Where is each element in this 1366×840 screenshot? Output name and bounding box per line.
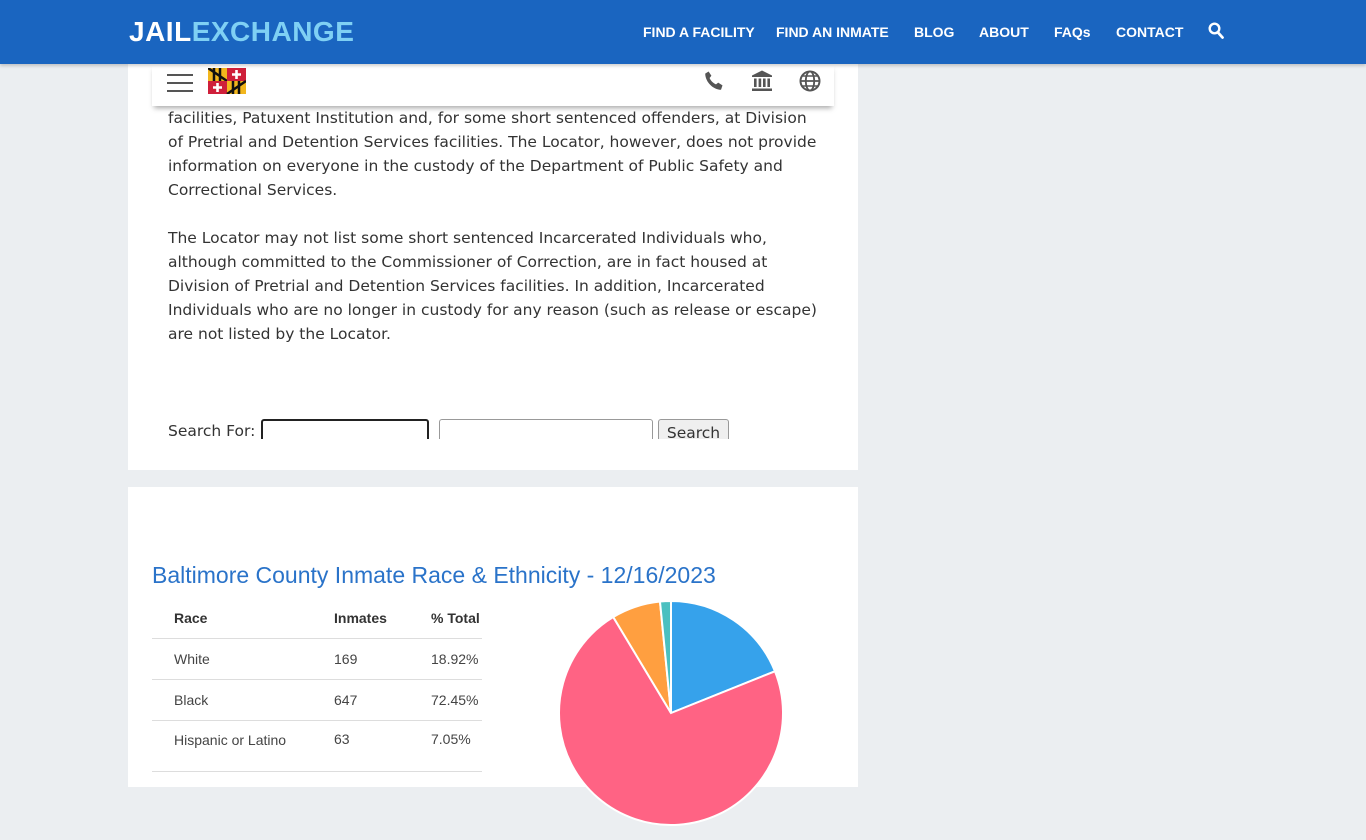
column-inmates: Inmates bbox=[312, 598, 409, 639]
nav-about[interactable]: ABOUT bbox=[979, 24, 1029, 40]
inmates-cell: 169 bbox=[312, 638, 409, 680]
table-row: White 169 18.92% bbox=[152, 638, 482, 680]
race-cell: White bbox=[152, 638, 312, 680]
pie-slice-other[interactable] bbox=[658, 599, 672, 714]
nav-find-inmate[interactable]: FIND AN INMATE bbox=[776, 24, 889, 40]
race-cell: Hispanic or Latino bbox=[152, 720, 312, 772]
percent-cell: 7.05% bbox=[409, 720, 482, 772]
locator-info-card bbox=[128, 64, 858, 470]
menu-icon[interactable] bbox=[167, 74, 193, 92]
race-cell: Black bbox=[152, 679, 312, 721]
pie-slice-white[interactable] bbox=[670, 599, 777, 715]
column-percent: % Total bbox=[409, 598, 482, 639]
state-subbar bbox=[152, 64, 834, 106]
inmates-cell: 647 bbox=[312, 679, 409, 721]
locator-description-1: facilities, Patuxent Institution and, fo… bbox=[168, 109, 817, 199]
percent-cell: 18.92% bbox=[409, 638, 482, 680]
nav-contact[interactable]: CONTACT bbox=[1116, 24, 1184, 40]
percent-cell: 72.45% bbox=[409, 679, 482, 721]
race-stats-title: Baltimore County Inmate Race & Ethnicity… bbox=[152, 562, 716, 588]
table-row: Hispanic or Latino 63 7.05% bbox=[152, 720, 482, 772]
courthouse-icon[interactable] bbox=[750, 69, 774, 93]
logo-jail: JAIL bbox=[129, 16, 192, 47]
logo-exchange: EXCHANGE bbox=[191, 16, 355, 47]
race-pie-chart bbox=[558, 599, 784, 826]
locator-description-2: The Locator may not list some short sent… bbox=[168, 229, 817, 343]
nav-find-facility[interactable]: FIND A FACILITY bbox=[643, 24, 755, 40]
inmates-cell: 63 bbox=[312, 720, 409, 772]
maryland-flag-icon[interactable] bbox=[208, 68, 246, 94]
nav-faqs[interactable]: FAQs bbox=[1054, 24, 1091, 40]
search-icon[interactable] bbox=[1208, 22, 1224, 40]
race-table: Race Inmates % Total White 169 18.92% Bl… bbox=[152, 598, 482, 772]
phone-icon[interactable] bbox=[702, 69, 726, 93]
top-navbar: JAILEXCHANGE FIND A FACILITY FIND AN INM… bbox=[0, 0, 1366, 64]
search-for-label: Search For: bbox=[168, 422, 256, 440]
site-logo[interactable]: JAILEXCHANGE bbox=[129, 15, 354, 49]
nav-blog[interactable]: BLOG bbox=[914, 24, 955, 40]
globe-icon[interactable] bbox=[798, 69, 822, 93]
table-header-row: Race Inmates % Total bbox=[152, 598, 482, 639]
column-race: Race bbox=[152, 598, 312, 639]
table-row: Black 647 72.45% bbox=[152, 679, 482, 721]
search-form-clip bbox=[128, 439, 858, 470]
